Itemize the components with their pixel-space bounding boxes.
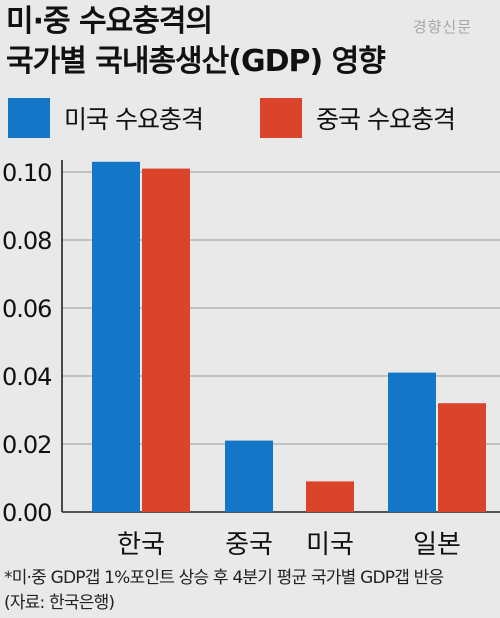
bar-china-shock (438, 403, 486, 512)
footnote: *미·중 GDP갭 1%포인트 상승 후 4분기 평균 국가별 GDP갭 반응 … (4, 566, 498, 616)
legend: 미국 수요충격 중국 수요충격 (8, 98, 498, 138)
bar-chart: 0.00 0.02 0.04 0.06 0.08 0.10 한국 중국 미국 일본 (2, 159, 500, 560)
bar-china-shock (142, 168, 190, 512)
y-tick-label: 0.10 (2, 159, 51, 187)
title-line-1: 미·중 수요충격의 (6, 4, 213, 39)
x-tick-label: 중국 (225, 530, 273, 560)
bar-us-shock (225, 440, 273, 512)
x-tick-label: 일본 (413, 530, 461, 560)
legend-item-us-shock: 미국 수요충격 (8, 98, 204, 138)
publisher-watermark: 경향신문 (412, 18, 472, 36)
bar-us-shock (388, 372, 436, 512)
footnote-note: *미·중 GDP갭 1%포인트 상승 후 4분기 평균 국가별 GDP갭 반응 (4, 568, 444, 588)
bar-china-shock (306, 481, 354, 512)
y-tick-label: 0.08 (2, 227, 51, 255)
bar-us-shock (92, 161, 140, 513)
legend-label-china-shock: 중국 수요충격 (316, 105, 456, 134)
legend-swatch-us-shock (8, 98, 50, 138)
legend-label-us-shock: 미국 수요충격 (64, 105, 204, 134)
legend-item-china-shock: 중국 수요충격 (260, 98, 456, 138)
chart-title: 미·중 수요충격의 국가별 국내총생산(GDP) 영향 (6, 2, 386, 82)
title-line-2: 국가별 국내총생산(GDP) 영향 (6, 44, 386, 79)
y-tick-label: 0.00 (2, 499, 51, 527)
footnote-source: (자료: 한국은행) (4, 593, 115, 613)
x-tick-label: 미국 (306, 530, 354, 560)
legend-swatch-china-shock (260, 98, 302, 138)
y-tick-label: 0.04 (2, 363, 51, 391)
x-tick-label: 한국 (117, 530, 165, 560)
y-tick-label: 0.02 (2, 431, 51, 459)
y-tick-label: 0.06 (2, 295, 51, 323)
